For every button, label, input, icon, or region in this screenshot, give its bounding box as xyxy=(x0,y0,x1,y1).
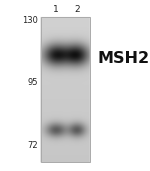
Text: MSH2: MSH2 xyxy=(98,51,150,66)
Text: 2: 2 xyxy=(74,5,80,14)
Text: 72: 72 xyxy=(27,141,38,150)
Bar xyxy=(40,17,90,162)
Text: 1: 1 xyxy=(53,5,59,14)
Text: 95: 95 xyxy=(27,78,38,87)
Text: 130: 130 xyxy=(22,16,38,25)
